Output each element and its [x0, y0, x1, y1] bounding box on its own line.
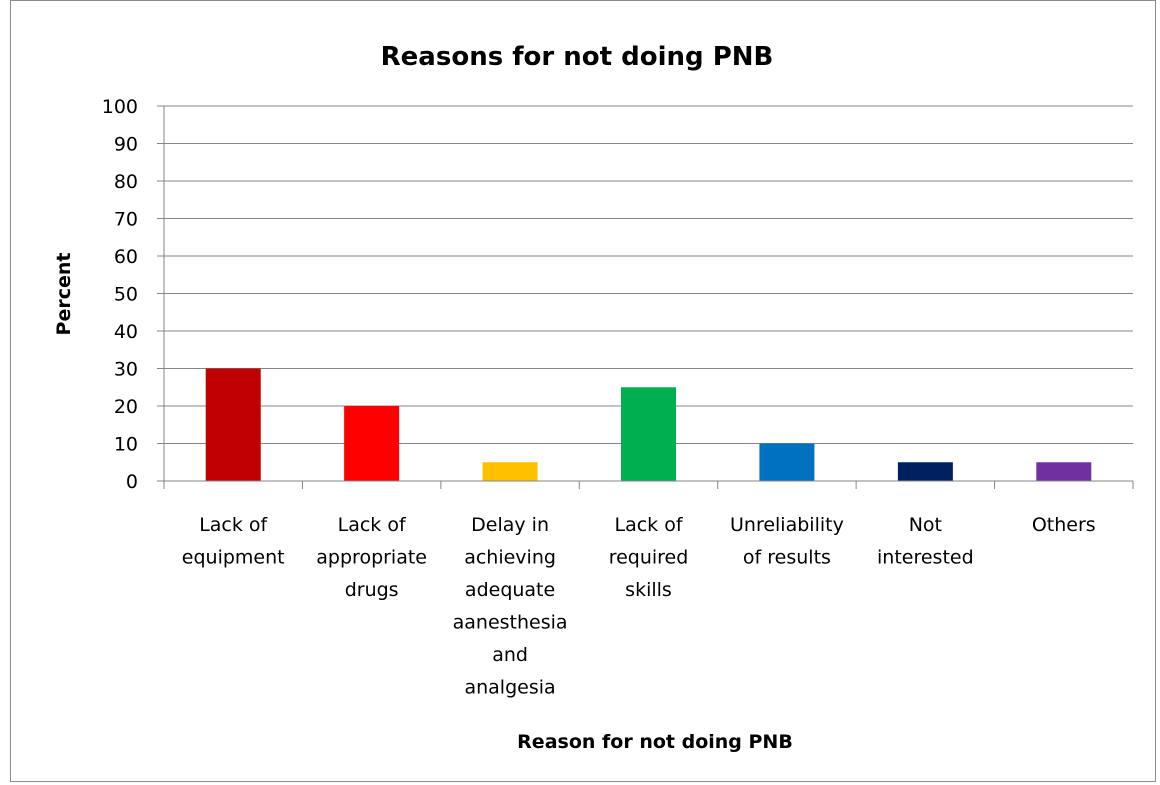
- y-tick-label: 40: [114, 321, 138, 343]
- y-tick-label: 60: [114, 246, 138, 268]
- x-category-label: and: [492, 644, 528, 666]
- x-category-label: aanesthesia: [453, 612, 568, 634]
- y-tick-label: 10: [114, 434, 138, 456]
- y-axis-title: Percent: [53, 253, 75, 336]
- gridlines: [164, 105, 1133, 444]
- x-category-label: Lack of: [338, 514, 407, 536]
- x-category-label: skills: [625, 579, 672, 601]
- tick-labels: 0 10 20 30 40 50 60 70 80 90 100 Lack of equipment La…: [102, 96, 1096, 699]
- bar: [897, 462, 953, 481]
- bar: [482, 462, 538, 481]
- bar: [205, 368, 261, 481]
- chart-title: Reasons for not doing PNB: [381, 42, 774, 72]
- y-tick-label: 50: [114, 284, 138, 306]
- x-category-label: equipment: [182, 547, 285, 569]
- x-category-label: Not: [909, 514, 942, 536]
- x-category-label: analgesia: [464, 677, 555, 699]
- x-category-label: adequate: [465, 579, 555, 601]
- bar: [344, 406, 400, 481]
- x-category-label: Others: [1032, 514, 1096, 536]
- y-tick-label: 20: [114, 396, 138, 418]
- bar: [621, 387, 676, 481]
- chart-frame: [10, 0, 1156, 782]
- y-tick-label: 100: [102, 96, 138, 118]
- x-category-label: Lack of: [199, 514, 268, 536]
- y-tick-label: 0: [126, 471, 138, 493]
- x-category-label: Delay in: [471, 514, 549, 536]
- x-category-label: interested: [877, 547, 974, 569]
- x-category-label: required: [609, 547, 689, 569]
- x-category-label: appropriate: [316, 547, 427, 569]
- y-tick-label: 70: [114, 209, 138, 231]
- x-category-label: Unreliability: [730, 514, 844, 536]
- y-tick-label: 90: [114, 134, 138, 156]
- x-category-label: achieving: [464, 547, 556, 569]
- axes: [157, 105, 1134, 489]
- bar: [759, 443, 815, 481]
- x-axis-title: Reason for not doing PNB: [517, 731, 793, 753]
- y-tick-label: 80: [114, 171, 138, 193]
- x-category-label: drugs: [345, 579, 399, 601]
- x-category-label: of results: [743, 547, 831, 569]
- bars: [205, 368, 1092, 481]
- y-tick-label: 30: [114, 359, 138, 381]
- x-category-label: Lack of: [614, 514, 683, 536]
- bar: [1036, 462, 1092, 481]
